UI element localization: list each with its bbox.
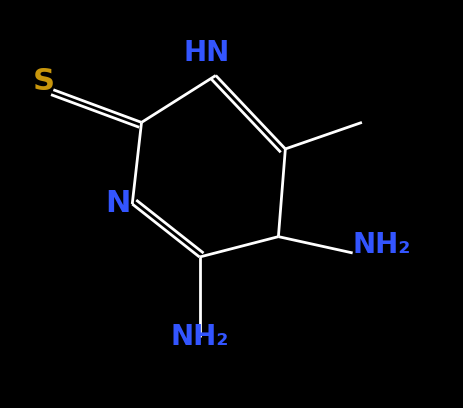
- Text: HN: HN: [183, 39, 229, 67]
- Text: S: S: [33, 67, 55, 96]
- Text: NH₂: NH₂: [352, 231, 410, 259]
- Text: NH₂: NH₂: [170, 323, 228, 350]
- Text: N: N: [106, 189, 131, 219]
